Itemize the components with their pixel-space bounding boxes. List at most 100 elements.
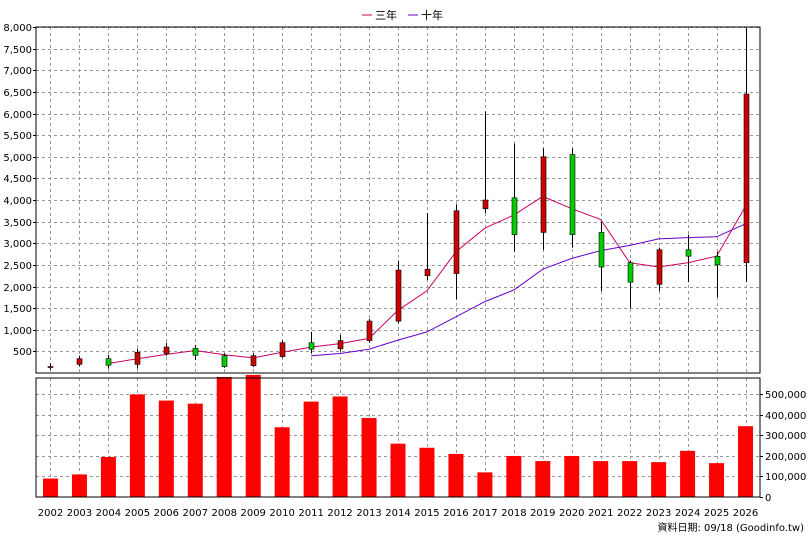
ma3-line [108,195,746,364]
year-tick-label: 2003 [67,508,92,519]
price-tick-label: 1,500 [3,304,32,315]
volume-bar [332,396,348,497]
year-tick-label: 2019 [530,508,555,519]
volume-bar [593,461,609,497]
price-tick-label: 5,500 [3,131,32,142]
year-tick-label: 2010 [269,508,294,519]
candle-body [105,358,112,366]
price-tick-label: 7,500 [3,45,32,56]
volume-tick-label: 300,000 [765,431,806,442]
volume-tick-label: 400,000 [765,411,806,422]
year-tick-label: 2006 [154,508,179,519]
candle-body [424,268,431,276]
year-tick-label: 2026 [733,508,758,519]
year-tick-label: 2008 [212,508,237,519]
price-tick-label: 6,500 [3,88,32,99]
candle-body [482,199,489,209]
candle-body [685,249,692,257]
price-tick-label: 5,000 [3,153,32,164]
candle-body [308,342,315,350]
year-tick-label: 2015 [414,508,439,519]
volume-bar [390,443,406,497]
volume-bar [477,472,493,497]
volume-bar [129,394,145,497]
volume-bar [448,453,464,497]
price-tick-label: 2,500 [3,261,32,272]
volume-bar [361,418,377,497]
year-tick-label: 2004 [96,508,121,519]
year-tick-label: 2002 [38,508,63,519]
volume-bar [274,427,290,497]
volume-bar [303,401,319,497]
candle-body [511,197,518,235]
legend-ma10-label: 十年 [421,8,443,22]
volume-bar [506,455,522,497]
moving-average-lines [108,195,746,364]
price-tick-label: 7,000 [3,66,32,77]
volume-bar [651,462,667,497]
volume-bar [71,474,87,497]
candle-body [627,262,634,283]
legend: 三年 十年 [362,8,443,22]
volume-bar [245,374,261,497]
candle-body [134,351,141,365]
legend-ma3-label: 三年 [375,8,397,22]
year-tick-label: 2018 [501,508,526,519]
candle-body [540,156,547,233]
volume-bar [680,450,696,497]
volume-tick-label: 0 [765,493,771,504]
price-tick-label: 2,000 [3,283,32,294]
candle-body [192,348,199,356]
year-tick-label: 2009 [240,508,265,519]
year-tick-label: 2023 [646,508,671,519]
year-tick-label: 2020 [559,508,584,519]
volume-bar [738,426,754,497]
candle-body [656,249,663,285]
price-tick-label: 4,000 [3,196,32,207]
price-tick-label: 6,000 [3,110,32,121]
candle-body [569,154,576,235]
price-tick-label: 8,000 [3,23,32,34]
candle-body [598,232,605,268]
year-tick-label: 2017 [472,508,497,519]
candle-body [221,355,228,367]
axes: 500 1,000 1,500 2,000 2,500 3,000 3,500 4,000 4,… [3,23,806,519]
volume-bar [622,461,638,497]
ma10-line [311,223,746,357]
year-tick-label: 2022 [617,508,642,519]
source-footer: 資料日期: 09/18 (Goodinfo.tw) [657,521,804,534]
volume-bar [42,478,58,497]
volume-bar [216,376,232,497]
volume-bars [42,374,754,497]
candle-body [395,269,402,322]
year-tick-label: 2014 [385,508,410,519]
candle-body [366,320,373,341]
candle-body [250,355,257,366]
year-tick-label: 2025 [704,508,729,519]
candle-body [279,342,286,357]
grid [36,27,760,497]
year-tick-label: 2013 [356,508,381,519]
candle-body [76,358,83,365]
price-tick-label: 3,000 [3,239,32,250]
candle-body [743,93,750,264]
price-tick-label: 4,500 [3,174,32,185]
year-tick-label: 2012 [327,508,352,519]
volume-bar [100,456,116,497]
volume-bar [535,461,551,497]
year-tick-label: 2005 [125,508,150,519]
candle-body [163,346,170,354]
year-tick-label: 2021 [588,508,613,519]
candle-body [714,255,721,266]
price-tick-label: 1,000 [3,326,32,337]
candle-body [47,366,54,368]
year-tick-label: 2024 [675,508,700,519]
volume-bar [158,400,174,497]
price-tick-label: 500 [13,347,32,358]
candlesticks [47,27,750,370]
year-tick-label: 2016 [443,508,468,519]
volume-plot-frame [35,377,761,498]
volume-bar [564,455,580,497]
volume-tick-label: 100,000 [765,472,806,483]
